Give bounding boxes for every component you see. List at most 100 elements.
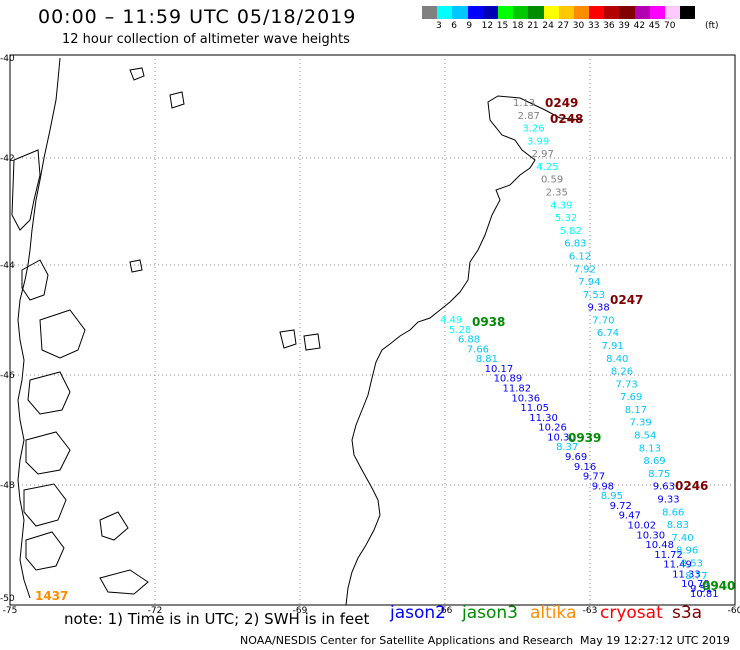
swh-point-label: 9.47 <box>619 511 641 522</box>
swh-point-label: 8.81 <box>476 354 498 365</box>
swh-point-label: 11.49 <box>663 560 692 571</box>
footer-credit: NOAA/NESDIS Center for Satellite Applica… <box>240 634 574 647</box>
pass-time-label: 0938 <box>472 315 505 329</box>
lon-label: -60 <box>728 606 740 616</box>
legend-swatch <box>558 6 574 19</box>
swh-point-label: 8.26 <box>611 367 633 378</box>
page-title: 00:00 – 11:59 UTC 05/18/2019 <box>38 6 357 28</box>
satellite-legend-jason2: jason2 <box>390 603 446 623</box>
swh-point-label: 10.48 <box>645 540 674 551</box>
swh-point-label: 8.13 <box>639 443 661 454</box>
swh-point-label: 9.51 <box>690 584 712 595</box>
swh-point-label: 10.02 <box>628 521 657 532</box>
legend-swatch <box>497 6 514 19</box>
swh-point-label: 10.26 <box>538 423 567 434</box>
lat-label: -40 <box>0 54 15 64</box>
legend-swatch <box>649 6 665 19</box>
fjord-3 <box>25 431 71 475</box>
swh-point-label: 9.77 <box>583 472 605 483</box>
lon-label: -72 <box>148 606 163 616</box>
swh-point-label: 8.96 <box>676 546 698 557</box>
swh-point-label: 5.32 <box>555 213 577 224</box>
legend-label: 45 <box>648 21 661 31</box>
swh-point-label: 7.39 <box>629 418 651 429</box>
pass-time-label: 0248 <box>550 112 583 126</box>
chiloe-island <box>21 259 49 301</box>
swh-point-label: 6.88 <box>458 335 480 346</box>
swh-point-label: 9.98 <box>592 481 614 492</box>
map-frame <box>9 54 736 606</box>
legend-label: 33 <box>588 21 600 31</box>
page-subtitle: 12 hour collection of altimeter wave hei… <box>62 32 350 47</box>
legend-swatch <box>467 6 483 19</box>
track-b: 1.13 2.87 3.263.99 2.97 4.25 0.59 2.354.39 5.32… <box>513 98 712 595</box>
legend-swatch <box>482 6 498 19</box>
falklands-2 <box>303 333 321 351</box>
swh-point-label: 11.05 <box>520 403 549 414</box>
swh-point-label: 6.12 <box>569 251 591 262</box>
swh-point-label: 11.33 <box>672 569 701 580</box>
swh-point-label: 7.91 <box>602 341 624 352</box>
legend-label: 24 <box>542 21 554 31</box>
swh-point-label: 7.92 <box>574 264 596 275</box>
falklands-1 <box>279 329 297 349</box>
swh-point-label: 11.82 <box>503 384 532 395</box>
inland-lake-2 <box>169 91 185 109</box>
swh-point-label: 9.63 <box>653 482 675 493</box>
legend-label: 12 <box>481 21 494 31</box>
pass-time-label: 0939 <box>568 431 601 445</box>
swh-point-label: 8.95 <box>601 491 623 502</box>
swh-point-label: 8.53 <box>681 558 703 569</box>
legend-label: 18 <box>512 21 524 31</box>
legend-label: 6 <box>451 21 457 31</box>
legend-swatch <box>437 6 453 19</box>
lon-label: -75 <box>3 606 18 616</box>
pass-time-label: 0249 <box>545 96 578 110</box>
swh-point-label: 10.79 <box>681 579 710 590</box>
legend-swatch <box>513 6 529 19</box>
swh-point-label: 11.72 <box>654 550 683 561</box>
lat-label: -50 <box>0 594 15 604</box>
lat-label: -42 <box>0 154 15 164</box>
swh-point-label: 7.73 <box>615 379 637 390</box>
swh-point-label: 10.30 <box>636 530 665 541</box>
swh-point-label: 8.69 <box>643 456 665 467</box>
swh-point-label: 7.70 <box>592 315 614 326</box>
swh-point-label: 8.37 <box>556 442 578 453</box>
swh-point-label: 10.81 <box>690 589 719 600</box>
swh-point-label: 5.28 <box>449 325 471 336</box>
color-legend-labels: 3 6 9 12 15 18 21 24 27 30 33 36 39 42 45 70 <box>422 21 740 33</box>
coastline <box>11 57 584 606</box>
swh-point-label: 10.89 <box>494 374 523 385</box>
legend-swatch <box>680 6 696 19</box>
swh-point-label: 11.30 <box>529 413 558 424</box>
swh-point-label: 6.83 <box>564 239 586 250</box>
swh-point-label: 2.87 <box>518 111 540 122</box>
swh-point-label: 8.83 <box>667 520 689 531</box>
legend-swatch <box>422 6 438 19</box>
swh-point-label: 9.72 <box>610 501 632 512</box>
swh-point-label: 8.17 <box>625 405 647 416</box>
legend-label: 36 <box>603 21 615 31</box>
swh-point-label: 9.33 <box>657 494 679 505</box>
pass-time-label: 1437 <box>35 589 68 603</box>
swh-point-label: 0.59 <box>541 175 563 186</box>
legend-swatch <box>543 6 559 19</box>
legend-label: 42 <box>633 21 646 31</box>
swh-point-label: 9.38 <box>588 303 610 314</box>
fjord-5 <box>25 531 65 571</box>
legend-swatch <box>573 6 590 19</box>
lat-label: -44 <box>0 261 15 271</box>
color-legend <box>422 6 696 19</box>
swh-point-label: 8.66 <box>662 507 684 518</box>
inland-lake-5 <box>99 569 149 595</box>
fjord-4 <box>23 483 67 527</box>
swh-point-label: 5.82 <box>560 226 582 237</box>
swh-point-label: 1.13 <box>513 98 535 109</box>
satellite-legend-jason3: jason3 <box>462 603 518 623</box>
legend-label: 15 <box>496 21 509 31</box>
legend-label: 9 <box>466 21 473 31</box>
legend-swatch <box>634 6 650 19</box>
satellite-legend-s3a: s3a <box>672 603 703 623</box>
